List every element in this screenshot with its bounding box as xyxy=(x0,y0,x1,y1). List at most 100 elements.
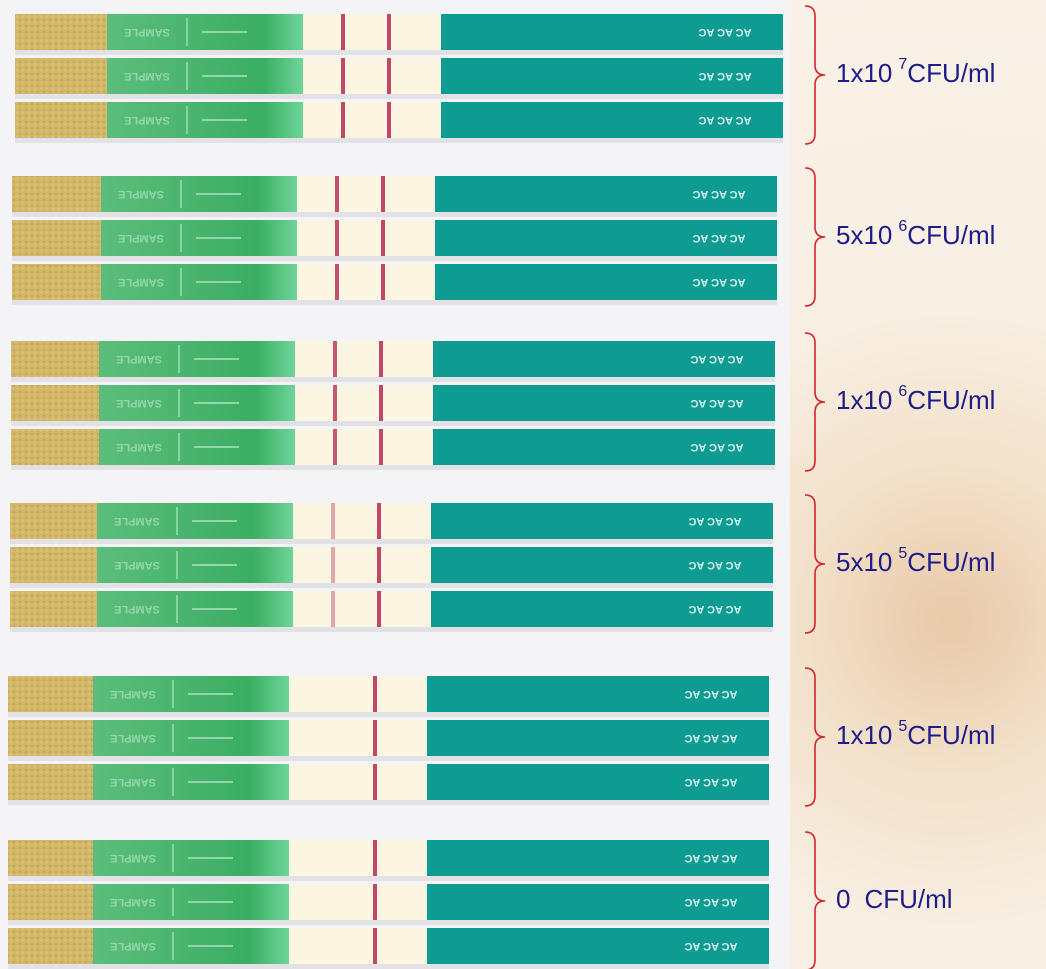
strip-shadow xyxy=(10,583,773,588)
test-strip: SAMPLEAC AC AC xyxy=(8,840,769,881)
sample-print: SAMPLE xyxy=(116,353,162,365)
sample-print: SAMPLE xyxy=(110,852,156,864)
strip-shadow xyxy=(11,421,775,426)
sample-print: SAMPLE xyxy=(110,688,156,700)
sample-pad xyxy=(12,264,101,300)
strip-shadow xyxy=(11,377,775,382)
control-print: AC AC AC xyxy=(698,70,751,82)
control-line xyxy=(381,264,385,300)
control-line xyxy=(373,720,377,756)
strip-shadow xyxy=(10,627,773,632)
test-line xyxy=(333,341,337,377)
strip-shadow xyxy=(10,539,773,544)
sample-print: SAMPLE xyxy=(114,515,160,527)
sample-pad xyxy=(12,176,101,212)
result-window xyxy=(289,720,427,756)
sample-print: SAMPLE xyxy=(110,776,156,788)
test-line xyxy=(331,503,335,539)
control-print: AC AC AC xyxy=(698,26,751,38)
control-print: AC AC AC xyxy=(684,940,737,952)
control-line xyxy=(373,764,377,800)
control-line xyxy=(381,220,385,256)
exponent: 6 xyxy=(898,218,907,235)
sample-pad xyxy=(10,547,97,583)
result-window xyxy=(295,341,433,377)
control-line xyxy=(373,884,377,920)
result-window xyxy=(289,928,427,964)
brace xyxy=(805,668,825,806)
unit: CFU/ml xyxy=(907,220,995,250)
test-strip: SAMPLEAC AC AC xyxy=(10,547,773,588)
strip-shadow xyxy=(12,300,777,305)
strip-shadow xyxy=(8,964,769,969)
sample-pad xyxy=(15,102,107,138)
strip-shadow xyxy=(12,256,777,261)
sample-pad xyxy=(15,14,107,50)
sample-print: SAMPLE xyxy=(116,397,162,409)
control-line xyxy=(377,503,381,539)
test-line xyxy=(331,591,335,627)
result-window xyxy=(295,385,433,421)
result-window xyxy=(289,764,427,800)
sample-print: SAMPLE xyxy=(116,441,162,453)
concentration-label: 5x105CFU/ml xyxy=(836,545,995,577)
concentration-label: 1x106CFU/ml xyxy=(836,383,995,415)
strip-shadow xyxy=(8,876,769,881)
strip-shadow xyxy=(8,712,769,717)
control-print: AC AC AC xyxy=(692,232,745,244)
result-window xyxy=(297,220,435,256)
control-line xyxy=(387,14,391,50)
sample-print: SAMPLE xyxy=(118,188,164,200)
result-window xyxy=(303,102,441,138)
sample-print: SAMPLE xyxy=(124,114,170,126)
result-window xyxy=(293,503,431,539)
control-line xyxy=(379,341,383,377)
control-print: AC AC AC xyxy=(692,276,745,288)
strip-shadow xyxy=(11,465,775,470)
strip-shadow xyxy=(8,920,769,925)
page: SAMPLE AC AC AC SAMPLE AC AC AC SAMPLE AC AC … xyxy=(0,0,1046,969)
strip-shadow xyxy=(8,756,769,761)
strip-shadow xyxy=(15,50,783,55)
test-strip: SAMPLEAC AC AC xyxy=(8,884,769,925)
result-window xyxy=(289,676,427,712)
figure: SAMPLE AC AC AC SAMPLE AC AC AC SAMPLE AC AC … xyxy=(0,0,1046,969)
brace xyxy=(805,333,825,471)
sample-pad xyxy=(10,591,97,627)
strip-shadow xyxy=(15,138,783,143)
result-window xyxy=(303,58,441,94)
strip-shadow xyxy=(15,94,783,99)
coefficient: 1x10 xyxy=(836,720,892,750)
strip-shadow xyxy=(8,800,769,805)
result-window xyxy=(297,264,435,300)
coefficient: 1x10 xyxy=(836,58,892,88)
strip-shadow xyxy=(12,212,777,217)
sample-pad xyxy=(11,385,99,421)
test-line xyxy=(335,264,339,300)
result-window xyxy=(289,884,427,920)
test-strip: SAMPLE AC AC AC xyxy=(11,385,775,426)
control-line xyxy=(373,928,377,964)
result-window xyxy=(289,840,427,876)
test-line xyxy=(335,220,339,256)
test-strip: SAMPLEAC AC AC xyxy=(15,58,783,99)
sample-print: SAMPLE xyxy=(124,26,170,38)
brace xyxy=(805,168,825,306)
sample-print: SAMPLE xyxy=(110,732,156,744)
test-line xyxy=(335,176,339,212)
sample-pad xyxy=(10,503,97,539)
unit: CFU/ml xyxy=(907,547,995,577)
control-print: AC AC AC xyxy=(688,603,741,615)
unit: CFU/ml xyxy=(907,58,995,88)
control-line xyxy=(379,429,383,465)
sample-pad xyxy=(8,840,93,876)
test-strip: SAMPLEAC AC AC xyxy=(8,928,769,969)
control-print: AC AC AC xyxy=(690,397,743,409)
sample-pad xyxy=(8,764,93,800)
